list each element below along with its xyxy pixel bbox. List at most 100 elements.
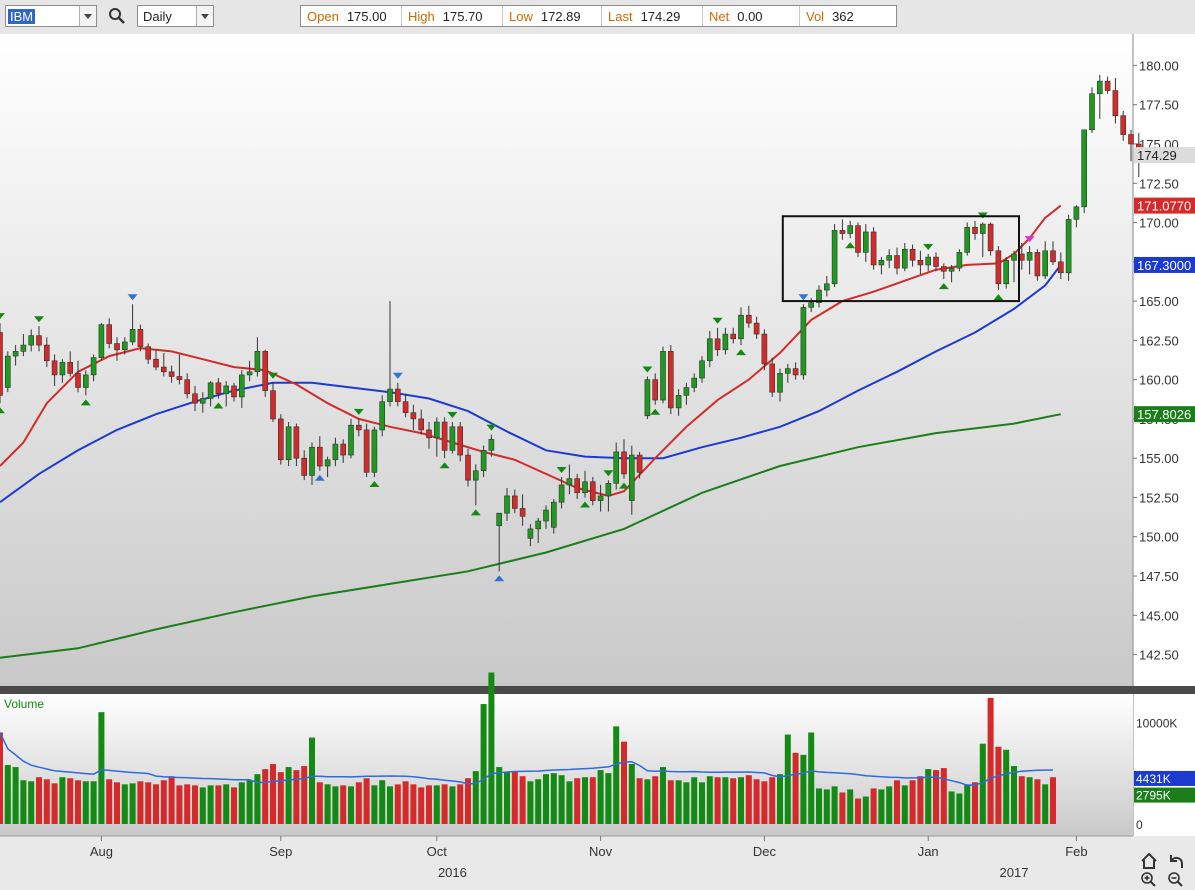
signal-marker bbox=[1024, 236, 1035, 243]
candle-body bbox=[886, 255, 893, 261]
candle-body bbox=[480, 450, 487, 472]
candle-body bbox=[566, 478, 573, 486]
volume-bar bbox=[379, 780, 386, 824]
volume-bar bbox=[948, 791, 955, 824]
volume-bar bbox=[293, 770, 300, 824]
volume-bar bbox=[995, 746, 1002, 824]
signal-marker bbox=[619, 482, 629, 489]
volume-bar bbox=[558, 775, 565, 824]
candle-body bbox=[200, 398, 206, 404]
candle-body bbox=[145, 346, 151, 360]
volume-bar bbox=[426, 785, 432, 824]
volume-bar bbox=[114, 782, 120, 824]
candle-body bbox=[192, 393, 198, 404]
volume-bar bbox=[43, 779, 50, 824]
quote-value: 362 bbox=[832, 8, 854, 24]
candle-body bbox=[628, 454, 635, 501]
signal-marker bbox=[642, 366, 653, 373]
home-icon[interactable] bbox=[1140, 852, 1158, 870]
volume-tick-label: 10000K bbox=[1136, 716, 1177, 730]
candle-body bbox=[441, 421, 448, 451]
month-label: Nov bbox=[589, 844, 613, 859]
volume-bar bbox=[0, 732, 3, 824]
volume-bar bbox=[550, 773, 557, 824]
stock-chart[interactable]: 180.00177.50175.00172.50170.00167.50165.… bbox=[0, 34, 1195, 890]
symbol-dropdown-icon[interactable] bbox=[79, 6, 96, 26]
quote-open: Open 175.00 bbox=[301, 6, 402, 26]
candle-body bbox=[745, 314, 752, 324]
candle-body bbox=[995, 250, 1002, 285]
volume-bar bbox=[168, 776, 175, 824]
volume-bar bbox=[480, 704, 487, 824]
candle-body bbox=[270, 390, 276, 420]
volume-bar bbox=[262, 769, 269, 824]
candle-body bbox=[909, 248, 916, 261]
volume-bar bbox=[504, 772, 510, 824]
search-icon[interactable] bbox=[108, 7, 126, 25]
candle-body bbox=[730, 333, 737, 340]
candle-body bbox=[948, 267, 955, 272]
volume-bar bbox=[862, 796, 869, 824]
volume-bar bbox=[465, 778, 471, 824]
signal-marker bbox=[34, 316, 44, 323]
signal-marker bbox=[556, 467, 567, 474]
candle-body bbox=[1011, 253, 1017, 261]
candle-body bbox=[153, 358, 159, 368]
price-tick-label: 160.00 bbox=[1139, 373, 1179, 388]
period-select[interactable]: Daily bbox=[137, 5, 214, 27]
candle-body bbox=[301, 457, 308, 476]
candle-body bbox=[636, 454, 643, 473]
volume-bar bbox=[784, 734, 791, 824]
candle-body bbox=[457, 426, 464, 456]
volume-bar bbox=[355, 782, 362, 824]
candle-body bbox=[714, 338, 721, 351]
volume-bar bbox=[511, 771, 518, 824]
zoom-out-icon[interactable] bbox=[1167, 871, 1185, 889]
price-tick-label: 177.50 bbox=[1139, 98, 1179, 113]
volume-bar bbox=[987, 697, 994, 824]
signal-marker bbox=[127, 294, 138, 301]
volume-bar bbox=[823, 789, 830, 824]
candle-body bbox=[979, 223, 986, 234]
volume-bar bbox=[730, 778, 737, 824]
candle-body bbox=[1081, 129, 1087, 208]
candle-body bbox=[582, 481, 588, 494]
candle-body bbox=[699, 360, 705, 379]
consolidation-box bbox=[781, 215, 1020, 303]
volume-bar bbox=[67, 778, 74, 824]
candle-body bbox=[114, 343, 120, 351]
zoom-in-icon[interactable] bbox=[1140, 871, 1158, 889]
month-label: Sep bbox=[269, 844, 292, 859]
month-label: Dec bbox=[753, 844, 777, 859]
volume-bar bbox=[418, 787, 425, 824]
value-tag-label: 157.8026 bbox=[1137, 407, 1191, 422]
signal-marker bbox=[993, 294, 1004, 301]
candle-body bbox=[90, 357, 97, 376]
candle-body bbox=[363, 429, 370, 473]
volume-bar bbox=[566, 781, 573, 824]
quote-last: Last 174.29 bbox=[602, 6, 703, 26]
candle-body bbox=[847, 225, 854, 234]
signal-marker bbox=[80, 399, 91, 406]
quote-label: Low bbox=[509, 8, 533, 24]
candle-body bbox=[862, 231, 869, 253]
period-dropdown-icon[interactable] bbox=[196, 6, 213, 26]
volume-bar bbox=[691, 777, 698, 824]
volume-bar bbox=[215, 785, 222, 824]
candle-body bbox=[925, 256, 932, 266]
candle-body bbox=[589, 481, 596, 501]
volume-bar bbox=[621, 741, 627, 824]
volume-bar bbox=[433, 785, 440, 824]
volume-bar bbox=[402, 781, 409, 824]
candle-body bbox=[324, 459, 331, 467]
volume-bar bbox=[496, 767, 503, 824]
volume-bar bbox=[777, 774, 783, 824]
undo-icon[interactable] bbox=[1167, 852, 1185, 870]
volume-bar bbox=[636, 778, 643, 824]
volume-bar bbox=[675, 780, 682, 824]
price-tick-label: 170.00 bbox=[1139, 216, 1179, 231]
quote-vol: Vol 362 bbox=[800, 6, 896, 26]
symbol-input[interactable]: IBM bbox=[5, 5, 97, 27]
price-tick-label: 180.00 bbox=[1139, 58, 1179, 73]
volume-bar bbox=[192, 785, 198, 824]
